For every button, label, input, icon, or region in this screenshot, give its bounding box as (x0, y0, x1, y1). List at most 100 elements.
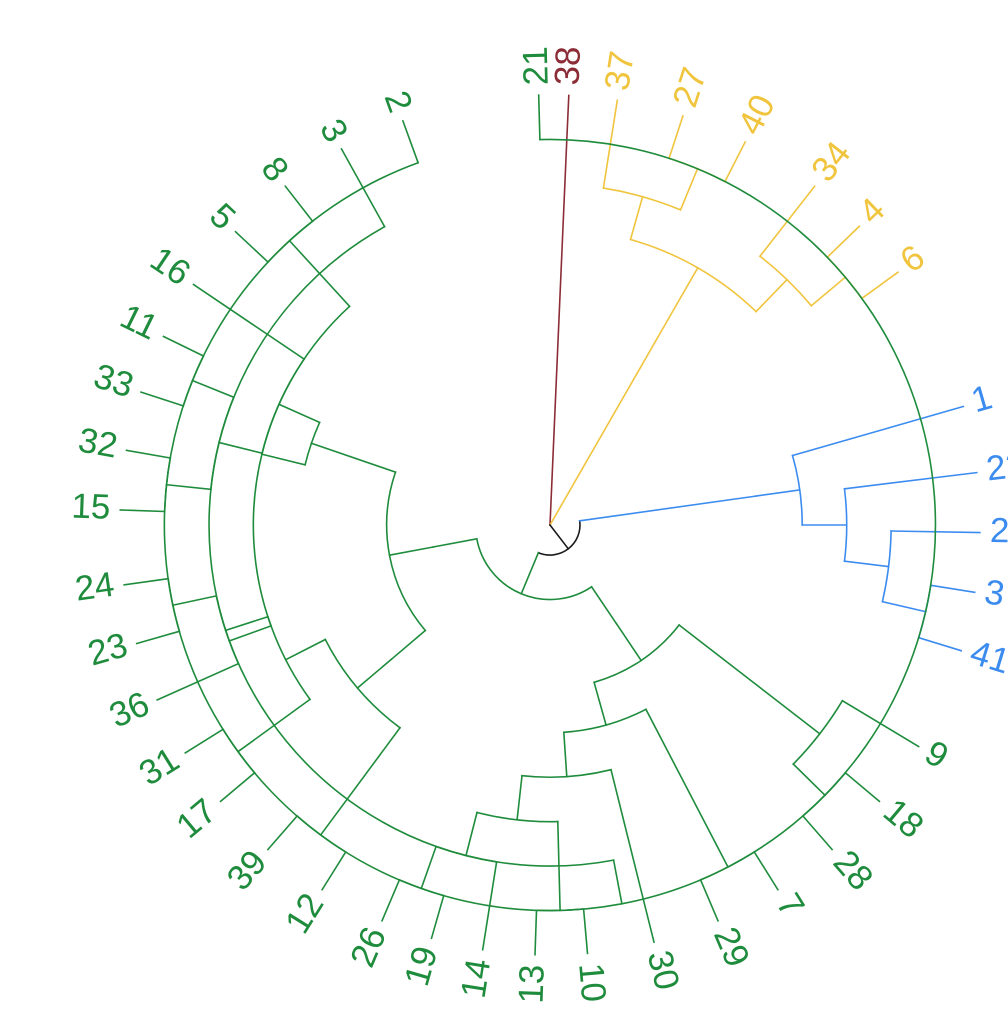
branch-arc-c-green (475, 537, 593, 601)
dendrogram-branches (119, 94, 981, 956)
tip-label-t37: 37 (597, 49, 642, 94)
tip-label-t40: 40 (730, 88, 782, 140)
branch-t30 (610, 768, 655, 944)
tip-label-t15: 15 (71, 487, 111, 527)
branch-arc-g-r2 (792, 699, 844, 766)
branch-g-l9 (310, 442, 397, 474)
branch-b3 (843, 560, 890, 568)
tip-label-t1: 1 (967, 377, 996, 420)
branch-arc-y2 (602, 187, 682, 211)
branch-g-l10 (277, 403, 321, 424)
branch-g-l11 (218, 441, 264, 455)
branch-t10 (582, 908, 589, 955)
branch-t2 (401, 119, 420, 164)
branch-c-yellow (548, 305, 677, 527)
branch-arc-g-l1 (385, 471, 427, 632)
branch-g-l13 (191, 379, 235, 399)
branch-t26 (380, 878, 401, 922)
branch-arc-g-r6 (521, 768, 612, 779)
branch-g-l7 (224, 615, 269, 632)
branch-t4 (826, 225, 861, 259)
branch-arc-g-r7 (476, 811, 559, 823)
tip-label-t22: 22 (984, 445, 1008, 488)
tip-label-t8: 8 (254, 150, 297, 189)
branch-g-l14 (260, 453, 307, 466)
tip-label-t16: 16 (143, 239, 197, 293)
branch-t19 (430, 894, 445, 940)
branch-c-green (520, 551, 540, 595)
tip-label-t38: 38 (547, 46, 588, 87)
branch-t21 (537, 94, 541, 141)
branch-b1 (754, 488, 801, 498)
tip-label-t9: 9 (918, 733, 955, 776)
branch-arc-g-l17 (163, 138, 937, 912)
branch-g-r3 (792, 762, 827, 797)
branch-g-left (432, 537, 478, 548)
branch-g-r1 (615, 622, 643, 662)
branch-t8 (284, 185, 314, 223)
branch-c38 (549, 138, 568, 526)
branch-t28 (801, 814, 834, 851)
branch-t5 (234, 230, 270, 264)
branch-g-l16 (228, 624, 273, 643)
tip-label-t18: 18 (876, 791, 931, 846)
branch-y2 (629, 195, 644, 241)
tip-label-t33: 33 (89, 356, 138, 405)
branch-g-r9 (465, 811, 478, 857)
tip-label-t39: 39 (219, 843, 274, 898)
tip-label-t14: 14 (454, 956, 499, 1001)
tip-label-t32: 32 (75, 420, 120, 465)
branch-t15 (119, 509, 166, 513)
branch-g-l12 (165, 483, 212, 491)
branch-y1 (674, 266, 699, 308)
branch-t32 (125, 449, 172, 459)
branch-n-bg (548, 523, 570, 550)
branch-y3 (679, 167, 699, 211)
branch-b4 (881, 600, 927, 613)
branch-c-blue (578, 495, 757, 522)
branch-y5 (810, 276, 847, 307)
branch-t22 (843, 471, 978, 490)
tip-label-t27: 27 (665, 63, 714, 112)
branch-t1 (791, 405, 965, 457)
branch-t38 (565, 94, 570, 141)
branch-g-l1 (388, 546, 435, 557)
tip-label-t26: 26 (343, 922, 394, 973)
branch-t13 (534, 909, 538, 956)
branch-arc-g-l14 (252, 305, 351, 627)
branch-t11 (162, 335, 205, 358)
branch-g-l3 (356, 658, 393, 690)
tip-label-t29: 29 (706, 922, 757, 973)
branch-y4 (754, 278, 789, 313)
tip-label-t11: 11 (114, 297, 164, 348)
tip-label-t2x: 2 (990, 511, 1008, 550)
tip-label-t21: 21 (516, 46, 556, 86)
branch-g-r6 (562, 731, 568, 778)
tip-label-t31: 31 (132, 740, 186, 794)
tip-label-t6: 6 (893, 237, 932, 280)
tip-label-t34: 34 (804, 134, 859, 189)
tip-label-t36: 36 (104, 684, 155, 735)
tip-label-t2: 2 (377, 86, 420, 118)
branch-g-l2 (390, 629, 427, 661)
branch-g-l5 (284, 638, 327, 661)
branch-g-r2 (677, 623, 821, 735)
tip-label-t3x: 3 (982, 572, 1007, 614)
branch-arc-b2 (843, 487, 848, 563)
tip-label-t17: 17 (169, 791, 224, 846)
tip-label-t5: 5 (202, 196, 243, 238)
branch-arc-g-l3 (324, 638, 402, 729)
branch-arc-b1 (791, 454, 804, 526)
branch-g-right (590, 585, 618, 625)
branch-g-l8 (171, 594, 218, 607)
branch-arc-g-r1 (593, 623, 681, 684)
tip-label-t3: 3 (312, 113, 356, 149)
branch-arc-y4 (758, 255, 813, 307)
branch-g-r10 (420, 845, 438, 890)
branch-arc-y1 (629, 238, 758, 313)
branch-t6 (860, 271, 900, 300)
branch-t29 (699, 878, 720, 922)
branch-t39 (266, 814, 299, 851)
